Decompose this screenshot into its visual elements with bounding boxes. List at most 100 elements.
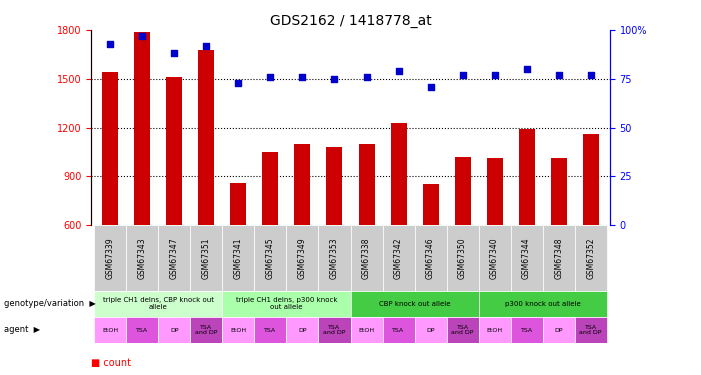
Point bbox=[137, 33, 148, 39]
Bar bbox=[479, 317, 510, 343]
Bar bbox=[479, 225, 510, 291]
Point bbox=[233, 80, 244, 86]
Text: GSM67344: GSM67344 bbox=[522, 237, 531, 279]
Bar bbox=[390, 123, 407, 225]
Text: GSM67347: GSM67347 bbox=[170, 237, 179, 279]
Text: triple CH1 delns, p300 knock
out allele: triple CH1 delns, p300 knock out allele bbox=[236, 297, 337, 310]
Text: GSM67346: GSM67346 bbox=[426, 237, 435, 279]
Text: GSM67351: GSM67351 bbox=[202, 237, 211, 279]
Bar bbox=[287, 317, 318, 343]
Bar bbox=[575, 317, 606, 343]
Bar bbox=[486, 158, 503, 225]
Text: DP: DP bbox=[426, 327, 435, 333]
Bar bbox=[126, 317, 158, 343]
Bar bbox=[95, 317, 126, 343]
Bar bbox=[95, 225, 126, 291]
Bar bbox=[294, 144, 311, 225]
Bar bbox=[414, 317, 447, 343]
Point bbox=[393, 68, 404, 74]
Bar bbox=[358, 144, 374, 225]
Text: TSA: TSA bbox=[393, 327, 404, 333]
Bar bbox=[318, 317, 350, 343]
Bar bbox=[158, 225, 191, 291]
Text: TSA
and DP: TSA and DP bbox=[580, 325, 602, 335]
Point bbox=[361, 74, 372, 80]
Text: TSA: TSA bbox=[264, 327, 276, 333]
Text: EtOH: EtOH bbox=[231, 327, 247, 333]
Bar bbox=[254, 317, 287, 343]
Point bbox=[104, 40, 116, 46]
Bar bbox=[383, 225, 414, 291]
Text: EtOH: EtOH bbox=[486, 327, 503, 333]
Bar bbox=[231, 183, 247, 225]
Text: GSM67338: GSM67338 bbox=[362, 237, 371, 279]
Bar bbox=[423, 184, 439, 225]
Bar bbox=[543, 225, 575, 291]
Text: TSA
and DP: TSA and DP bbox=[323, 325, 346, 335]
Title: GDS2162 / 1418778_at: GDS2162 / 1418778_at bbox=[270, 13, 431, 28]
Text: EtOH: EtOH bbox=[102, 327, 118, 333]
Text: GSM67350: GSM67350 bbox=[458, 237, 467, 279]
Bar bbox=[350, 317, 383, 343]
Text: GSM67340: GSM67340 bbox=[490, 237, 499, 279]
Bar bbox=[254, 225, 287, 291]
Point bbox=[265, 74, 276, 80]
Text: p300 knock out allele: p300 knock out allele bbox=[505, 301, 580, 307]
Point bbox=[200, 43, 212, 49]
Text: GSM67348: GSM67348 bbox=[554, 237, 563, 279]
Bar bbox=[479, 291, 606, 317]
Text: TSA: TSA bbox=[521, 327, 533, 333]
Text: TSA
and DP: TSA and DP bbox=[451, 325, 474, 335]
Text: ■ count: ■ count bbox=[91, 358, 131, 368]
Bar bbox=[166, 77, 182, 225]
Text: triple CH1 delns, CBP knock out
allele: triple CH1 delns, CBP knock out allele bbox=[103, 297, 214, 310]
Text: agent  ▶: agent ▶ bbox=[4, 326, 40, 334]
Point bbox=[553, 72, 564, 78]
Bar bbox=[191, 317, 222, 343]
Bar bbox=[198, 50, 215, 225]
Text: GSM67343: GSM67343 bbox=[138, 237, 147, 279]
Bar bbox=[575, 225, 606, 291]
Text: GSM67353: GSM67353 bbox=[330, 237, 339, 279]
Point bbox=[585, 72, 597, 78]
Bar bbox=[158, 317, 191, 343]
Text: DP: DP bbox=[554, 327, 563, 333]
Point bbox=[489, 72, 501, 78]
Bar bbox=[350, 225, 383, 291]
Bar bbox=[102, 72, 118, 225]
Bar bbox=[287, 225, 318, 291]
Bar bbox=[327, 147, 343, 225]
Text: genotype/variation  ▶: genotype/variation ▶ bbox=[4, 299, 95, 308]
Bar bbox=[447, 225, 479, 291]
Bar bbox=[447, 317, 479, 343]
Point bbox=[169, 50, 180, 56]
Text: GSM67352: GSM67352 bbox=[586, 237, 595, 279]
Text: DP: DP bbox=[170, 327, 179, 333]
Text: GSM67349: GSM67349 bbox=[298, 237, 307, 279]
Bar bbox=[95, 291, 222, 317]
Text: GSM67342: GSM67342 bbox=[394, 237, 403, 279]
Bar bbox=[191, 225, 222, 291]
Bar bbox=[222, 317, 254, 343]
Bar bbox=[543, 317, 575, 343]
Bar bbox=[550, 158, 566, 225]
Text: TSA
and DP: TSA and DP bbox=[195, 325, 217, 335]
Bar bbox=[510, 317, 543, 343]
Bar bbox=[262, 152, 278, 225]
Bar bbox=[222, 225, 254, 291]
Bar bbox=[519, 129, 535, 225]
Text: GSM67339: GSM67339 bbox=[106, 237, 115, 279]
Bar bbox=[222, 291, 350, 317]
Bar bbox=[318, 225, 350, 291]
Bar bbox=[454, 157, 470, 225]
Bar bbox=[135, 32, 151, 225]
Bar bbox=[383, 317, 414, 343]
Bar bbox=[350, 291, 479, 317]
Point bbox=[457, 72, 468, 78]
Text: DP: DP bbox=[298, 327, 307, 333]
Bar bbox=[510, 225, 543, 291]
Text: GSM67341: GSM67341 bbox=[234, 237, 243, 279]
Bar bbox=[583, 134, 599, 225]
Text: GSM67345: GSM67345 bbox=[266, 237, 275, 279]
Point bbox=[329, 76, 340, 82]
